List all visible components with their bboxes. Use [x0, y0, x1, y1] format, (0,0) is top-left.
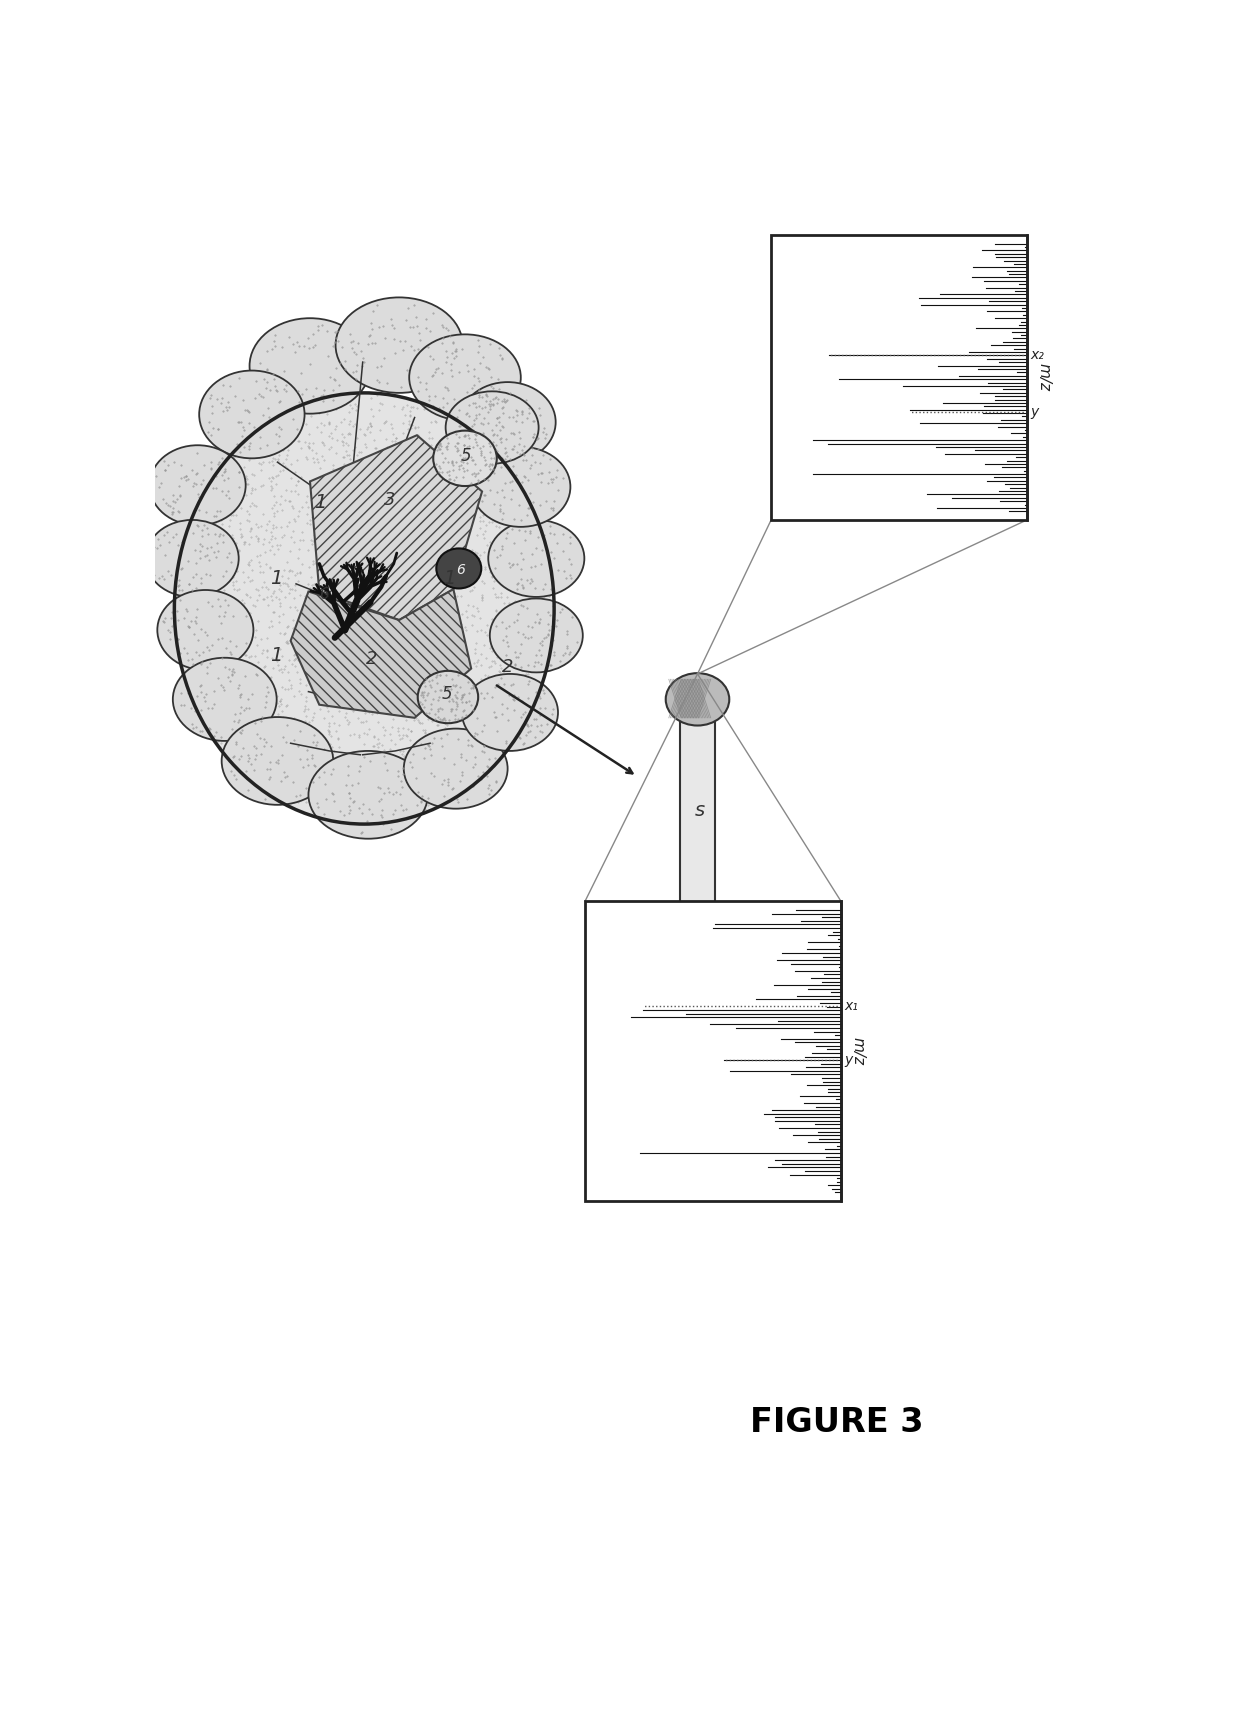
Ellipse shape	[336, 298, 463, 394]
Text: 1: 1	[444, 569, 455, 588]
Ellipse shape	[418, 671, 479, 723]
Text: x₂: x₂	[1030, 349, 1044, 362]
Text: 2: 2	[502, 657, 513, 676]
Ellipse shape	[489, 520, 584, 596]
Text: x₁: x₁	[844, 999, 858, 1013]
Ellipse shape	[309, 751, 428, 839]
Ellipse shape	[461, 675, 558, 751]
Ellipse shape	[222, 718, 334, 805]
Text: 3: 3	[383, 491, 396, 508]
Ellipse shape	[249, 319, 371, 414]
Text: 1: 1	[314, 494, 326, 512]
Text: 1: 1	[270, 569, 281, 588]
Ellipse shape	[200, 371, 305, 458]
Text: FIGURE 3: FIGURE 3	[750, 1406, 924, 1439]
Polygon shape	[310, 435, 482, 621]
Ellipse shape	[666, 673, 729, 725]
Ellipse shape	[445, 392, 538, 463]
Text: s: s	[694, 801, 704, 820]
Text: 5: 5	[441, 685, 453, 704]
Ellipse shape	[150, 446, 246, 525]
Text: 6: 6	[456, 564, 465, 577]
Ellipse shape	[404, 728, 507, 808]
Ellipse shape	[146, 520, 238, 596]
Text: y: y	[1030, 404, 1039, 418]
Ellipse shape	[436, 548, 481, 588]
Polygon shape	[681, 707, 714, 905]
Text: 6: 6	[320, 588, 329, 602]
Ellipse shape	[471, 447, 570, 527]
Ellipse shape	[460, 381, 556, 463]
Ellipse shape	[172, 657, 277, 740]
Ellipse shape	[433, 430, 497, 486]
Text: 1: 1	[270, 645, 281, 664]
Polygon shape	[290, 590, 471, 718]
Ellipse shape	[490, 598, 583, 673]
Ellipse shape	[157, 590, 253, 669]
Bar	[771, 236, 1027, 520]
Text: y: y	[844, 1053, 853, 1066]
Ellipse shape	[175, 394, 554, 824]
Text: m/z: m/z	[1037, 364, 1052, 392]
Text: m/z: m/z	[851, 1037, 866, 1065]
Bar	[585, 902, 841, 1202]
Text: 2: 2	[366, 650, 377, 668]
Ellipse shape	[409, 335, 521, 421]
Text: 5: 5	[460, 447, 471, 465]
